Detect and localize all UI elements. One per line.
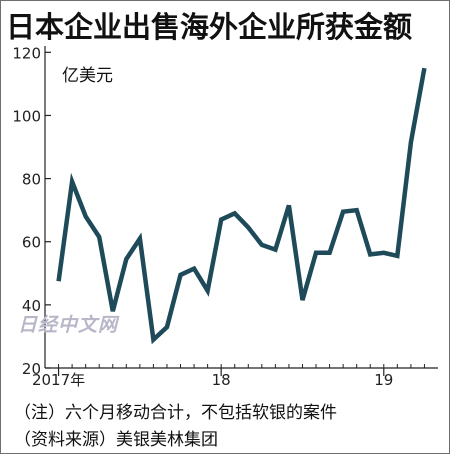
x-axis: 2017年 18 19 xyxy=(32,364,438,389)
watermark-text: 日经中文网 xyxy=(18,314,120,336)
x-tick-label: 18 xyxy=(212,371,231,389)
y-tick-label: 60 xyxy=(22,234,41,252)
chart-title: 日本企业出售海外企业所获金额 xyxy=(6,10,413,44)
y-tick-label: 100 xyxy=(12,107,41,125)
y-tick-label: 40 xyxy=(22,297,41,315)
y-tick-label: 80 xyxy=(22,171,41,189)
x-tick-label: 19 xyxy=(374,371,393,389)
x-tick-label: 2017年 xyxy=(32,371,85,389)
y-tick-label: 20 xyxy=(22,360,41,378)
footnote-note: （注）六个月移动合计，不包括软银的案件 xyxy=(14,403,337,423)
y-axis: 20 40 60 80 100 120 xyxy=(12,44,51,378)
series-group xyxy=(56,67,427,345)
y-axis-unit-label: 亿美元 xyxy=(62,66,113,86)
footnote-source: （资料来源）美银美林集团 xyxy=(14,430,218,450)
y-tick-label: 120 xyxy=(12,44,41,62)
series-line xyxy=(56,67,427,345)
